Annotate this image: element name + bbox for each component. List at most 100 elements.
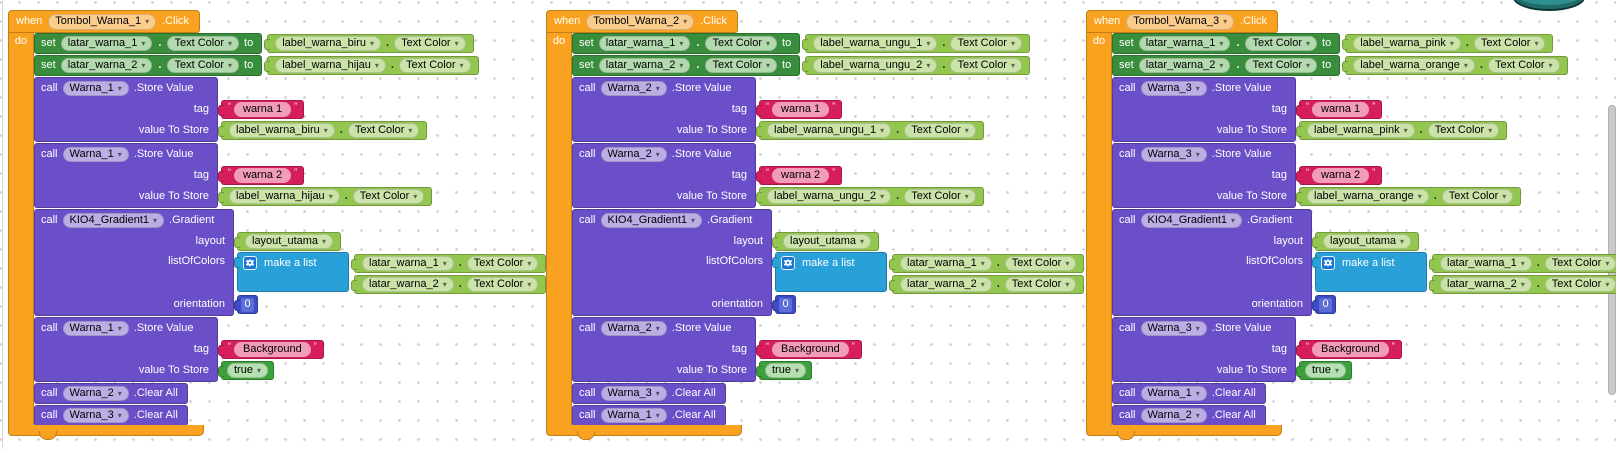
set-statement[interactable]: set latar_warna_1 ▾. Text Color ▾ to label_war… xyxy=(1112,33,1554,54)
component-dropdown[interactable]: latar_warna_1 ▾ xyxy=(60,36,153,51)
vertical-scrollbar-thumb[interactable] xyxy=(1608,105,1616,395)
component-dropdown[interactable]: label_warna_ungu_1 ▾ xyxy=(767,123,892,138)
string-block[interactable]: “warna 1” xyxy=(755,100,843,119)
call-statement[interactable]: call Warna_3 ▾ .Store Value tag “Background” v… xyxy=(1112,317,1402,382)
property-dropdown[interactable]: Text Color ▾ xyxy=(705,36,778,51)
string-block[interactable]: “Background” xyxy=(1296,340,1402,359)
property-dropdown[interactable]: Text Color ▾ xyxy=(1441,189,1514,204)
make-a-list-block[interactable]: make a list latar_warna_1 ▾. Text Color ▾ lat… xyxy=(234,252,547,294)
component-dropdown[interactable]: KIO4_Gradient1 ▾ xyxy=(600,213,703,228)
getter-block[interactable]: latar_warna_1 ▾. Text Color ▾ xyxy=(888,254,1085,273)
component-dropdown[interactable]: Warna_3 ▾ xyxy=(1140,147,1207,162)
getter-block[interactable]: latar_warna_2 ▾. Text Color ▾ xyxy=(1428,275,1616,294)
property-dropdown[interactable]: Text Color ▾ xyxy=(167,58,240,73)
getter-block[interactable]: label_warna_pink ▾. Text Color ▾ xyxy=(1342,34,1554,53)
component-block[interactable]: layout_utama ▾ xyxy=(233,232,342,251)
call-statement[interactable]: call Warna_1 ▾ .Store Value tag “warna 1” valu… xyxy=(34,77,428,142)
set-statement[interactable]: set latar_warna_2 ▾. Text Color ▾ to label_war… xyxy=(34,55,479,76)
component-dropdown[interactable]: label_warna_ungu_2 ▾ xyxy=(813,58,938,73)
property-dropdown[interactable]: Text Color ▾ xyxy=(904,123,976,138)
set-statement[interactable]: set latar_warna_2 ▾. Text Color ▾ to label_war… xyxy=(572,55,1030,76)
component-dropdown[interactable]: Tombol_Warna_2 ▾ xyxy=(586,13,695,30)
property-dropdown[interactable]: Text Color ▾ xyxy=(1427,123,1500,138)
component-dropdown[interactable]: label_warna_hijau ▾ xyxy=(275,58,386,73)
property-dropdown[interactable]: Text Color ▾ xyxy=(1004,277,1077,292)
component-block[interactable]: layout_utama ▾ xyxy=(771,232,880,251)
property-dropdown[interactable]: Text Color ▾ xyxy=(1473,36,1546,51)
string-block[interactable]: “warna 2” xyxy=(1295,166,1383,185)
call-statement[interactable]: call KIO4_Gradient1 ▾ .Gradient layout layout… xyxy=(1112,209,1616,316)
component-dropdown[interactable]: latar_warna_1 ▾ xyxy=(598,36,691,51)
property-dropdown[interactable]: Text Color ▾ xyxy=(950,58,1022,73)
getter-block[interactable]: label_warna_orange ▾. Text Color ▾ xyxy=(1342,56,1568,75)
call-statement[interactable]: call KIO4_Gradient1 ▾ .Gradient layout layout… xyxy=(572,209,1085,316)
mutator-gear-icon[interactable] xyxy=(243,256,257,270)
property-dropdown[interactable]: Text Color ▾ xyxy=(167,36,240,51)
getter-block[interactable]: latar_warna_2 ▾. Text Color ▾ xyxy=(888,275,1085,294)
call-statement[interactable]: call Warna_2 ▾ .Store Value tag “warna 2” valu… xyxy=(572,143,984,208)
component-dropdown[interactable]: Warna_3 ▾ xyxy=(62,408,129,423)
call-statement[interactable]: call Warna_1 ▾ .Clear All xyxy=(1112,383,1266,404)
make-a-list-block[interactable]: make a list latar_warna_1 ▾. Text Color ▾ lat… xyxy=(1312,252,1616,294)
component-dropdown[interactable]: Warna_1 ▾ xyxy=(62,321,129,336)
property-dropdown[interactable]: Text Color ▾ xyxy=(394,36,466,51)
property-dropdown[interactable]: Text Color ▾ xyxy=(347,123,420,138)
component-dropdown[interactable]: layout_utama ▾ xyxy=(245,234,334,249)
call-statement[interactable]: call Warna_3 ▾ .Store Value tag “warna 2” valu… xyxy=(1112,143,1522,208)
call-statement[interactable]: call Warna_1 ▾ .Clear All xyxy=(572,405,726,426)
string-block[interactable]: “warna 1” xyxy=(217,100,305,119)
logic-block[interactable]: true ▾ xyxy=(218,361,274,380)
component-dropdown[interactable]: latar_warna_1 ▾ xyxy=(1138,36,1231,51)
property-dropdown[interactable]: Text Color ▾ xyxy=(1245,58,1318,73)
call-statement[interactable]: call Warna_3 ▾ .Store Value tag “warna 1” valu… xyxy=(1112,77,1508,142)
component-dropdown[interactable]: latar_warna_2 ▾ xyxy=(1440,277,1532,292)
string-block[interactable]: “Background” xyxy=(756,340,862,359)
property-dropdown[interactable]: Text Color ▾ xyxy=(705,58,778,73)
component-dropdown[interactable]: label_warna_orange ▾ xyxy=(1307,189,1429,204)
property-dropdown[interactable]: Text Color ▾ xyxy=(1245,36,1318,51)
string-block[interactable]: “warna 2” xyxy=(755,166,843,185)
set-statement[interactable]: set latar_warna_1 ▾. Text Color ▾ to label_war… xyxy=(572,33,1030,54)
component-dropdown[interactable]: latar_warna_2 ▾ xyxy=(1138,58,1231,73)
call-statement[interactable]: call Warna_1 ▾ .Store Value tag “Background” v… xyxy=(34,317,324,382)
component-dropdown[interactable]: KIO4_Gradient1 ▾ xyxy=(1140,213,1243,228)
component-dropdown[interactable]: Warna_1 ▾ xyxy=(600,408,667,423)
number-block[interactable]: 0 xyxy=(772,295,796,314)
property-dropdown[interactable]: Text Color ▾ xyxy=(466,256,539,271)
property-dropdown[interactable]: Text Color ▾ xyxy=(904,189,976,204)
logic-dropdown[interactable]: true ▾ xyxy=(1305,363,1346,378)
property-dropdown[interactable]: Text Color ▾ xyxy=(398,58,471,73)
component-dropdown[interactable]: Tombol_Warna_3 ▾ xyxy=(1126,13,1235,30)
component-dropdown[interactable]: label_warna_pink ▾ xyxy=(1307,123,1415,138)
call-statement[interactable]: call Warna_2 ▾ .Store Value tag “warna 1” valu… xyxy=(572,77,984,142)
getter-block[interactable]: label_warna_biru ▾. Text Color ▾ xyxy=(264,34,474,53)
getter-block[interactable]: label_warna_biru ▾. Text Color ▾ xyxy=(217,121,428,140)
number-block[interactable]: 0 xyxy=(1312,295,1336,314)
component-dropdown[interactable]: label_warna_biru ▾ xyxy=(275,36,382,51)
component-dropdown[interactable]: label_warna_orange ▾ xyxy=(1353,58,1475,73)
call-statement[interactable]: call KIO4_Gradient1 ▾ .Gradient layout layout… xyxy=(34,209,547,316)
component-dropdown[interactable]: latar_warna_2 ▾ xyxy=(598,58,691,73)
component-dropdown[interactable]: latar_warna_2 ▾ xyxy=(900,277,992,292)
event-block-tombol_warna_3[interactable]: when Tombol_Warna_3 ▾ .Click do set latar_warn… xyxy=(1086,10,1616,440)
call-statement[interactable]: call Warna_3 ▾ .Clear All xyxy=(34,405,188,426)
component-dropdown[interactable]: label_warna_ungu_1 ▾ xyxy=(813,36,938,51)
component-dropdown[interactable]: Warna_1 ▾ xyxy=(1140,386,1207,401)
event-block-tombol_warna_2[interactable]: when Tombol_Warna_2 ▾ .Click do set latar_warn… xyxy=(546,10,1085,440)
component-dropdown[interactable]: Tombol_Warna_1 ▾ xyxy=(48,13,157,30)
component-dropdown[interactable]: label_warna_pink ▾ xyxy=(1353,36,1461,51)
getter-block[interactable]: latar_warna_1 ▾. Text Color ▾ xyxy=(1428,254,1616,273)
component-dropdown[interactable]: Warna_3 ▾ xyxy=(1140,321,1207,336)
component-dropdown[interactable]: Warna_3 ▾ xyxy=(1140,81,1207,96)
getter-block[interactable]: label_warna_hijau ▾. Text Color ▾ xyxy=(264,56,479,75)
getter-block[interactable]: latar_warna_2 ▾. Text Color ▾ xyxy=(350,275,547,294)
logic-dropdown[interactable]: true ▾ xyxy=(765,363,806,378)
component-dropdown[interactable]: Warna_3 ▾ xyxy=(600,386,667,401)
component-dropdown[interactable]: label_warna_biru ▾ xyxy=(229,123,335,138)
set-statement[interactable]: set latar_warna_1 ▾. Text Color ▾ to label_war… xyxy=(34,33,474,54)
call-statement[interactable]: call Warna_2 ▾ .Clear All xyxy=(1112,405,1266,426)
component-dropdown[interactable]: layout_utama ▾ xyxy=(783,234,872,249)
getter-block[interactable]: latar_warna_1 ▾. Text Color ▾ xyxy=(350,254,547,273)
component-dropdown[interactable]: label_warna_ungu_2 ▾ xyxy=(767,189,892,204)
